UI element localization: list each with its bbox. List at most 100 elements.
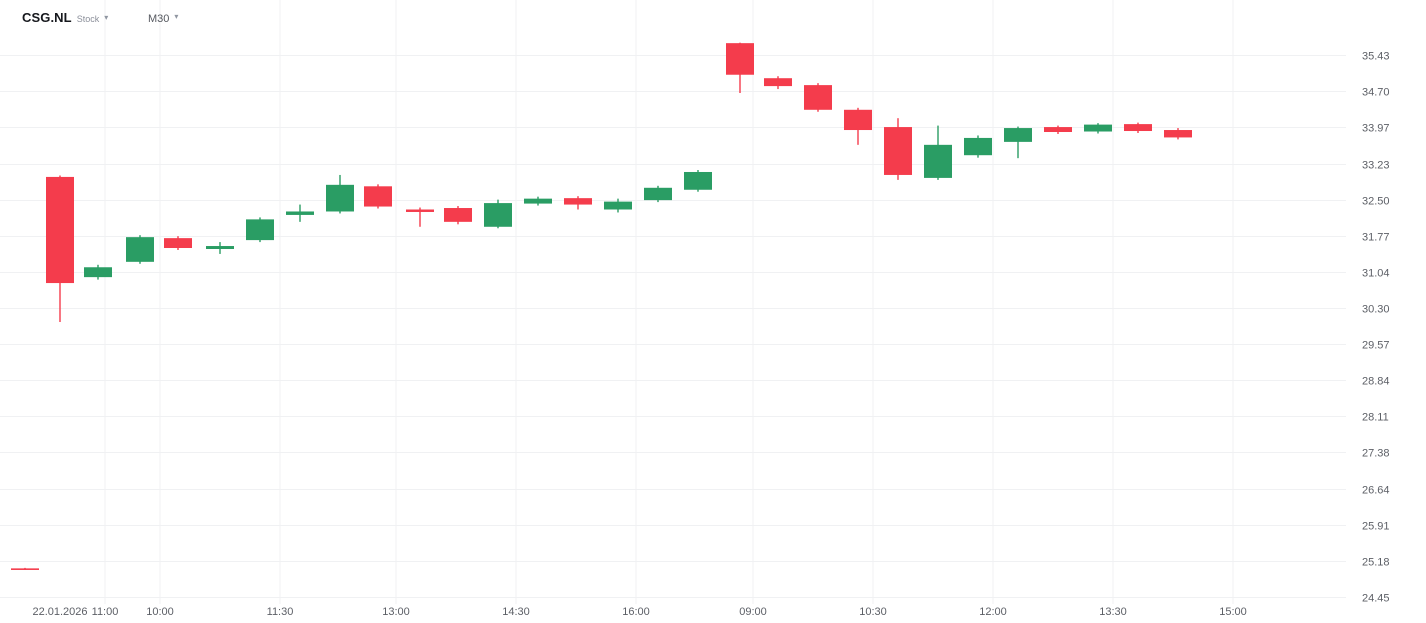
candle-body: [726, 43, 754, 75]
price-tick-label: 25.18: [1362, 557, 1390, 569]
candlestick: [206, 242, 234, 254]
candle-body: [644, 187, 672, 201]
price-tick-label: 35.43: [1362, 51, 1390, 63]
candlestick-series: [11, 42, 1192, 570]
candlestick: [1044, 125, 1072, 134]
candle-body: [1164, 130, 1192, 138]
price-tick-label: 33.23: [1362, 160, 1390, 172]
candle-body: [126, 237, 154, 262]
candlestick: [11, 567, 39, 570]
price-tick-label: 33.97: [1362, 123, 1390, 135]
candlestick: [326, 174, 354, 214]
candle-body: [564, 198, 592, 205]
chevron-down-icon: ▾: [104, 13, 109, 22]
candle-body: [1124, 124, 1152, 132]
price-tick-label: 29.57: [1362, 340, 1390, 352]
candle-body: [884, 127, 912, 175]
candle-body: [684, 171, 712, 190]
candle-body: [364, 186, 392, 207]
candlestick: [484, 199, 512, 229]
candlestick: [1164, 128, 1192, 140]
price-tick-label: 28.11: [1362, 412, 1389, 424]
candle-body: [964, 137, 992, 156]
candlestick: [1084, 123, 1112, 134]
candle-body: [484, 203, 512, 227]
price-tick-label: 28.84: [1362, 376, 1390, 388]
time-tick-label: 22.01.2026: [32, 606, 87, 618]
candlestick: [964, 135, 992, 158]
time-tick-label: 12:00: [979, 606, 1007, 618]
candlestick: [444, 206, 472, 225]
candlestick: [644, 185, 672, 203]
time-tick-label: 10:00: [146, 606, 174, 618]
symbol-selector[interactable]: CSG.NL Stock ▾: [22, 10, 108, 25]
instrument-type-label: Stock: [76, 14, 100, 24]
candlestick: [804, 83, 832, 112]
time-axis[interactable]: 22.01.2026 11:00 10:00 11:30 13:00 14:30 16:00…: [32, 606, 1246, 618]
candlestick: [246, 217, 274, 243]
candlestick: [286, 204, 314, 222]
candle-body: [286, 211, 314, 215]
price-axis[interactable]: 35.43 34.70 33.97 33.23 32.50 31.77 31.04 30.30…: [1362, 51, 1390, 605]
candle-body: [764, 78, 792, 87]
price-tick-label: 32.50: [1362, 196, 1390, 208]
candlestick: [46, 175, 74, 323]
candle-body: [246, 219, 274, 241]
candlestick: [364, 184, 392, 209]
gridlines: [0, 0, 1346, 604]
candle-body: [1004, 128, 1032, 142]
symbol-name: CSG.NL: [22, 10, 72, 25]
timeframe-selector[interactable]: M30 ▾: [148, 12, 179, 26]
candlestick: [844, 107, 872, 145]
time-tick-label: 10:30: [859, 606, 887, 618]
candlestick: [406, 207, 434, 227]
price-tick-label: 26.64: [1362, 485, 1390, 497]
candle-body: [84, 267, 112, 278]
price-tick-label: 31.04: [1362, 268, 1390, 280]
candle-body: [164, 238, 192, 249]
candle-body: [604, 201, 632, 210]
candlestick: [1124, 122, 1152, 133]
time-tick-label: 11:30: [267, 606, 294, 618]
candle-body: [924, 144, 952, 178]
chart-header: CSG.NL Stock ▾ M30 ▾: [22, 10, 178, 25]
candle-body: [11, 568, 39, 570]
candle-body: [206, 246, 234, 249]
candlestick: [764, 76, 792, 90]
candle-body: [444, 208, 472, 222]
candlestick: [924, 125, 952, 180]
price-tick-label: 25.91: [1362, 521, 1390, 533]
timeframe-label: M30: [148, 13, 170, 25]
price-tick-label: 30.30: [1362, 304, 1390, 316]
time-tick-label: 14:30: [502, 606, 530, 618]
time-tick-label: 15:00: [1219, 606, 1247, 618]
candlestick: [564, 196, 592, 210]
price-tick-label: 34.70: [1362, 87, 1390, 99]
price-tick-label: 24.45: [1362, 593, 1390, 605]
time-tick-label: 09:00: [739, 606, 767, 618]
chevron-down-icon: ▾: [174, 12, 179, 21]
price-tick-label: 31.77: [1362, 232, 1390, 244]
candle-body: [406, 209, 434, 212]
candlestick: [84, 264, 112, 280]
candle-body: [524, 198, 552, 204]
candle-body: [326, 184, 354, 212]
time-tick-label: 13:30: [1099, 606, 1127, 618]
candlestick: [126, 235, 154, 264]
candlestick: [524, 196, 552, 206]
candlestick: [1004, 126, 1032, 159]
candle-body: [46, 176, 74, 284]
time-tick-label: 11:00: [92, 606, 119, 618]
candlestick: [726, 42, 754, 94]
candlestick: [164, 236, 192, 250]
candle-body: [1084, 124, 1112, 132]
candle-body: [1044, 127, 1072, 133]
time-tick-label: 13:00: [382, 606, 410, 618]
candlestick: [684, 170, 712, 192]
candle-body: [804, 85, 832, 110]
candlestick: [604, 198, 632, 213]
candlestick: [884, 118, 912, 180]
price-tick-label: 27.38: [1362, 448, 1390, 460]
